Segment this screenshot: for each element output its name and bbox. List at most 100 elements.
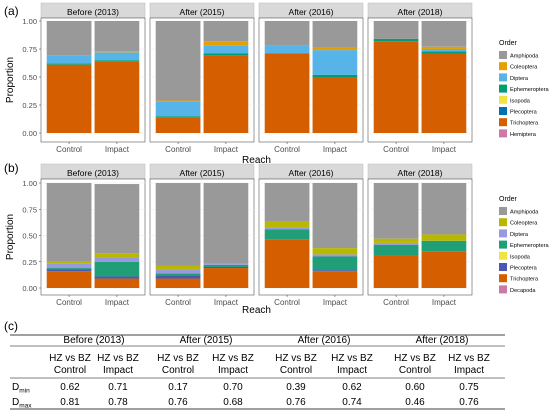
legend-swatch (499, 51, 507, 59)
bar-segment-diptera (421, 49, 467, 52)
bar-segment-trichoptera (421, 251, 467, 288)
x-tick-label: Impact (432, 145, 457, 154)
x-tick-label: Control (383, 298, 409, 307)
bar-segment-diptera (94, 52, 140, 61)
x-axis-title: Reach (242, 305, 271, 316)
table-cell: 0.70 (223, 382, 243, 393)
bar-segment-ephemeroptera (312, 256, 358, 271)
x-tick-label: Control (165, 298, 191, 307)
legend-swatch (499, 129, 507, 138)
legend-swatch (499, 73, 507, 82)
legend-swatch (499, 240, 507, 249)
legend: Order Amphipoda Coleoptera Diptera Ephemerop… (499, 196, 549, 294)
table-col-header: Control (162, 365, 194, 376)
facet-title: After (2016) (289, 7, 334, 17)
bar-segment-ephemeroptera (46, 268, 92, 270)
legend-label: Hemiptera (510, 132, 537, 138)
bar-segment-amphipoda (264, 183, 310, 222)
bar-segment-trichoptera (421, 53, 467, 134)
bar-segment-plecoptera (46, 269, 92, 272)
bar-segment-amphipoda (155, 21, 201, 101)
bar-segment-ephemeroptera (421, 240, 467, 252)
bar-segment-amphipoda (312, 21, 358, 48)
bar-segment-ephemeroptera (94, 261, 140, 277)
bar-segment-diptera (203, 263, 249, 265)
facet-title: Before (2013) (67, 7, 119, 17)
table-cell: 0.76 (459, 397, 479, 408)
table-cell: 0.71 (108, 382, 128, 393)
bar-segment-ephemeroptera (421, 51, 467, 54)
table-col-header: Impact (454, 365, 484, 376)
facet-1: After (2015) Control Impact (149, 163, 255, 307)
x-tick-label: Impact (432, 298, 457, 307)
bar-segment-trichoptera (46, 64, 92, 133)
x-tick-label: Impact (105, 298, 130, 307)
bar-segment-trichoptera (94, 278, 140, 288)
legend: Order Amphipoda Coleoptera Diptera Ephemerop… (499, 40, 549, 138)
bar-segment-ephemeroptera (155, 116, 201, 118)
bar-segment-amphipoda (373, 183, 419, 239)
legend-title: Order (499, 40, 518, 47)
legend-label: Isopoda (510, 98, 531, 104)
bar-segment-plecoptera (312, 270, 358, 272)
x-tick-label: Impact (214, 298, 239, 307)
table-group-header: After (2015) (180, 335, 233, 346)
bar-segment-diptera (203, 45, 249, 54)
row-label-sub: min (19, 388, 30, 395)
x-tick-label: Impact (323, 298, 348, 307)
bar-segment-trichoptera (155, 278, 201, 288)
legend-swatch (499, 229, 507, 238)
table-cell: 0.76 (286, 397, 306, 408)
table-col-header: HZ vs BZ (49, 353, 91, 364)
table-col-header: HZ vs BZ (212, 353, 254, 364)
bar-segment-trichoptera (94, 61, 140, 133)
table-cell: 0.81 (60, 397, 80, 408)
bar-segment-plecoptera (203, 267, 249, 269)
facet-title: After (2018) (398, 168, 443, 178)
table-cell: 0.74 (342, 397, 362, 408)
facet-title: After (2015) (180, 168, 225, 178)
table-cell: 0.60 (405, 382, 425, 393)
facet-2: After (2016) Control Impact (258, 163, 364, 307)
legend-title: Order (499, 196, 518, 203)
y-tick-label: 0.00 (22, 129, 37, 138)
table-col-header: HZ vs BZ (448, 353, 490, 364)
table-cell: 0.75 (459, 382, 479, 393)
table-cell: 0.78 (108, 397, 128, 408)
bar-segment-amphipoda (421, 183, 467, 235)
x-axis-title: Reach (242, 155, 271, 166)
x-tick-label: Control (383, 145, 409, 154)
legend-swatch (499, 107, 507, 115)
bar-segment-coleoptera (94, 51, 140, 53)
table-col-header: HZ vs BZ (394, 353, 436, 364)
legend-swatch (499, 263, 507, 271)
legend-label: Coleoptera (510, 65, 538, 71)
bar-segment-amphipoda (94, 184, 140, 254)
legend-swatch (499, 218, 507, 227)
panel-label: (a) (4, 4, 19, 18)
bar-segment-trichoptera (155, 117, 201, 133)
bar-segment-ephemeroptera (373, 38, 419, 42)
table-col-header: Control (280, 365, 312, 376)
bar-segment-ephemeroptera (155, 273, 201, 276)
table-cell: 0.68 (223, 397, 243, 408)
x-tick-label: Impact (214, 145, 239, 154)
bar-segment-coleoptera (421, 234, 467, 241)
table-cell: 0.62 (342, 382, 362, 393)
legend-swatch (499, 118, 507, 127)
bar-segment-amphipoda (264, 21, 310, 46)
legend-label: Isopoda (510, 254, 531, 260)
bar-segment-coleoptera (94, 253, 140, 258)
legend-label: Amphipoda (510, 54, 539, 60)
bar-segment-ephemeroptera (203, 264, 249, 267)
bar-segment-trichoptera (312, 77, 358, 133)
table-col-header: HZ vs BZ (157, 353, 199, 364)
bar-segment-amphipoda (203, 183, 249, 264)
row-label-main: D (12, 397, 19, 408)
bar-segment-trichoptera (203, 268, 249, 288)
panel-label: (b) (4, 161, 19, 175)
legend-label: Amphipoda (510, 210, 539, 216)
y-tick-label: 0.50 (22, 73, 37, 82)
table-group-header: Before (2013) (63, 335, 124, 346)
